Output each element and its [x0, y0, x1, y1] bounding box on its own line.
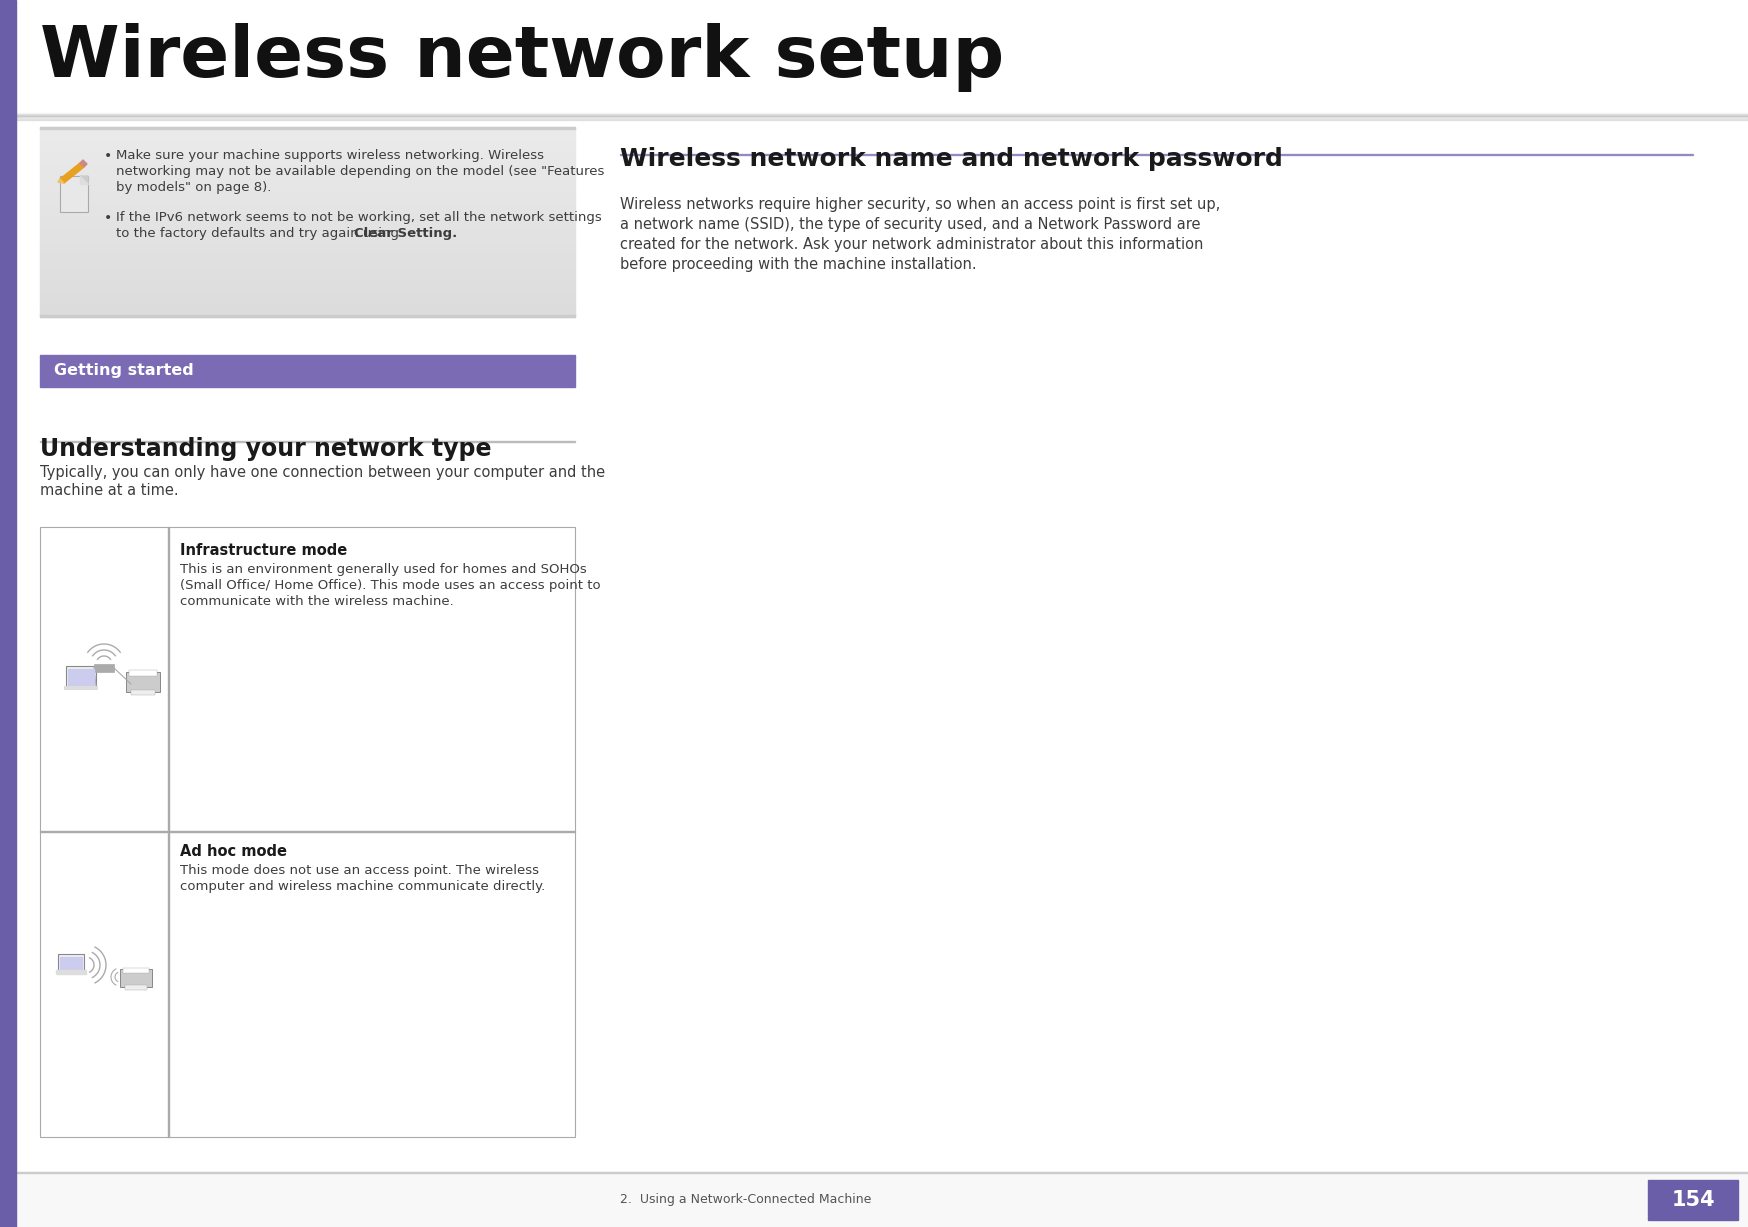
Text: 154: 154: [1671, 1190, 1715, 1210]
Text: This mode does not use an access point. The wireless: This mode does not use an access point. …: [180, 864, 538, 877]
Polygon shape: [80, 175, 87, 184]
Bar: [122, 968, 149, 973]
Bar: [68, 669, 94, 686]
Bar: [16, 1172, 1748, 1227]
Bar: [16, 117, 1748, 120]
Polygon shape: [80, 160, 87, 167]
Bar: [16, 0, 1748, 115]
Bar: [56, 971, 86, 974]
Text: before proceeding with the machine installation.: before proceeding with the machine insta…: [621, 256, 977, 272]
Text: Wireless networks require higher security, so when an access point is first set : Wireless networks require higher securit…: [621, 198, 1220, 212]
FancyBboxPatch shape: [66, 666, 96, 688]
Polygon shape: [58, 179, 65, 183]
Bar: [1648, 1180, 1738, 1220]
Bar: [40, 315, 575, 317]
Text: •: •: [103, 148, 112, 163]
Polygon shape: [80, 175, 87, 184]
Text: This is an environment generally used for homes and SOHOs: This is an environment generally used fo…: [180, 563, 587, 575]
Bar: [40, 528, 575, 1137]
Text: (Small Office/ Home Office). This mode uses an access point to: (Small Office/ Home Office). This mode u…: [180, 579, 601, 591]
Polygon shape: [59, 163, 84, 183]
Text: machine at a time.: machine at a time.: [40, 483, 178, 498]
Text: communicate with the wireless machine.: communicate with the wireless machine.: [180, 595, 454, 609]
Bar: [94, 664, 114, 672]
Text: computer and wireless machine communicate directly.: computer and wireless machine communicat…: [180, 880, 545, 893]
FancyBboxPatch shape: [59, 175, 87, 212]
Text: to the factory defaults and try again using: to the factory defaults and try again us…: [115, 227, 404, 240]
Text: Wireless network name and network password: Wireless network name and network passwo…: [621, 147, 1283, 171]
Text: Ad hoc mode: Ad hoc mode: [180, 844, 287, 859]
FancyBboxPatch shape: [58, 955, 84, 972]
Bar: [40, 355, 575, 387]
Text: created for the network. Ask your network administrator about this information: created for the network. Ask your networ…: [621, 237, 1203, 252]
Text: Wireless network setup: Wireless network setup: [40, 23, 1005, 92]
Bar: [129, 670, 157, 676]
Text: a network name (SSID), the type of security used, and a Network Password are: a network name (SSID), the type of secur…: [621, 217, 1201, 232]
Bar: [59, 957, 82, 971]
Text: Typically, you can only have one connection between your computer and the: Typically, you can only have one connect…: [40, 465, 605, 480]
Text: 2.  Using a Network-Connected Machine: 2. Using a Network-Connected Machine: [621, 1194, 871, 1206]
Text: by models" on page 8).: by models" on page 8).: [115, 182, 271, 194]
Text: Getting started: Getting started: [54, 363, 194, 378]
Bar: [40, 128, 575, 129]
Text: •: •: [103, 211, 112, 225]
Text: Clear Setting.: Clear Setting.: [355, 227, 458, 240]
Bar: [65, 686, 98, 690]
Bar: [121, 969, 152, 987]
Text: Understanding your network type: Understanding your network type: [40, 437, 491, 461]
Bar: [126, 672, 161, 692]
Bar: [0, 0, 16, 1227]
Bar: [126, 985, 147, 990]
Text: networking may not be available depending on the model (see "Features: networking may not be available dependin…: [115, 164, 605, 178]
Text: Make sure your machine supports wireless networking. Wireless: Make sure your machine supports wireless…: [115, 148, 544, 162]
Text: If the IPv6 network seems to not be working, set all the network settings: If the IPv6 network seems to not be work…: [115, 211, 601, 225]
Text: Infrastructure mode: Infrastructure mode: [180, 544, 348, 558]
Bar: [131, 690, 156, 694]
